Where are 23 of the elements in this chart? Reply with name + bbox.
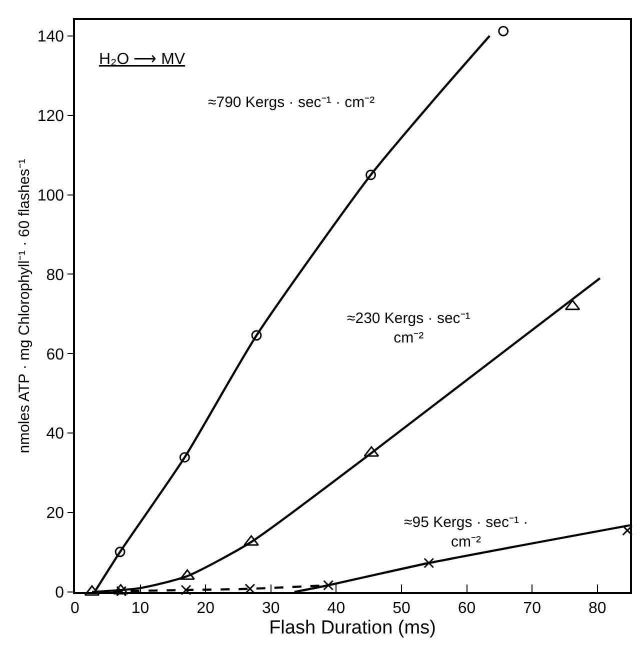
x-tick-label: 20: [196, 600, 215, 617]
y-tick-label: 0: [55, 584, 64, 602]
x-tick-label: 70: [523, 600, 542, 617]
y-tick-label: 80: [46, 266, 64, 284]
y-tick-label: 60: [46, 346, 64, 364]
y-tick-label: 140: [37, 28, 64, 46]
y-tick-label: 20: [46, 505, 64, 522]
x-tick-label: 30: [262, 600, 280, 617]
annotation: ≈95 Kergs · sec⁻¹ · cm⁻²: [404, 514, 528, 550]
annotation: ≈790 Kergs · sec⁻¹ · cm⁻²: [208, 94, 375, 111]
x-axis-title: Flash Duration (ms): [269, 617, 436, 638]
x-tick-label: 0: [70, 600, 80, 617]
y-tick-label: 100: [37, 187, 64, 204]
x-tick-label: 80: [588, 600, 606, 617]
x-tick-label: 50: [392, 600, 410, 617]
y-axis-title: nmoles ATP · mg Chlorophyll⁻¹ · 60 flashes⁻¹: [16, 158, 34, 454]
annotation: ≈230 Kergs · sec⁻¹ cm⁻²: [347, 310, 470, 346]
y-tick-label: 40: [46, 426, 64, 443]
x-tick-label: 10: [131, 600, 150, 617]
y-tick-label: 120: [37, 108, 64, 125]
annotation: H₂O ⟶ MV: [99, 51, 186, 68]
x-tick-label: 40: [327, 600, 346, 617]
x-tick-label: 60: [458, 600, 476, 617]
